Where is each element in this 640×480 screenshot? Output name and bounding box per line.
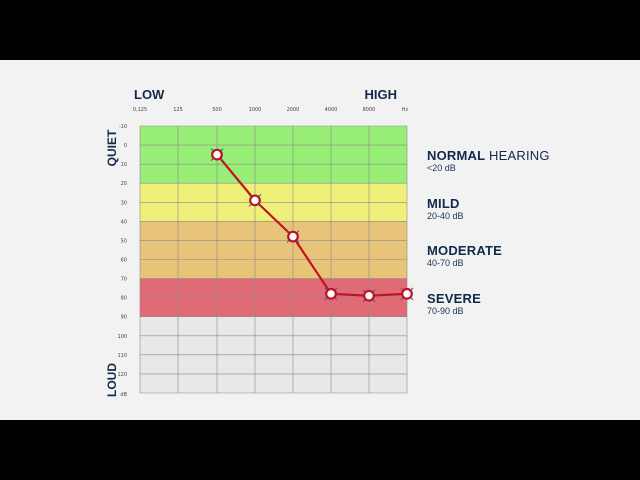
y-tick-label: 120 (117, 372, 127, 378)
y-tick-label: -10 (119, 124, 127, 130)
legend-normal: NORMAL HEARING <20 dB (427, 149, 550, 174)
legend-mild: MILD 20-40 dB (427, 197, 464, 222)
data-point (324, 287, 338, 301)
y-tick-label: 20 (121, 181, 127, 187)
quiet-label: QUIET (105, 129, 119, 166)
y-tick-label: 30 (121, 200, 127, 206)
x-tick-label: 2000 (287, 107, 300, 113)
y-tick-label: 70 (121, 277, 127, 283)
x-unit-label: Hz (402, 107, 409, 113)
data-point (362, 289, 376, 303)
point-marker (401, 287, 413, 300)
high-label: HIGH (365, 87, 398, 102)
legend-moderate-title: MODERATE (427, 243, 503, 258)
x-tick-label: 8000 (363, 107, 376, 113)
y-tick-label: 110 (117, 353, 127, 359)
y-tick-label: 80 (121, 296, 127, 302)
point-marker (287, 230, 299, 243)
y-tick-label: 90 (121, 315, 127, 321)
series-line (216, 153, 408, 297)
low-label: LOW (134, 87, 165, 102)
video-frame: 0,125 125 500 1000 2000 4000 8000 -10 0 10 20 30 40… (0, 60, 640, 420)
y-tick-label: 50 (121, 238, 127, 244)
data-point (400, 287, 414, 301)
point-marker (363, 289, 375, 302)
y-tick-label: 0 (124, 143, 127, 149)
legend-normal-title: NORMAL (427, 148, 486, 163)
data-point (286, 230, 300, 244)
audiogram-chart: 0,125 125 500 1000 2000 4000 8000 -10 0 10 20 30 40… (105, 87, 414, 398)
x-tick-label: 0,125 (133, 107, 147, 113)
x-tick-label: 1000 (249, 107, 262, 113)
legend-normal-range: <20 dB (427, 163, 456, 173)
point-marker (325, 287, 337, 300)
x-tick-label: 4000 (325, 107, 338, 113)
legend-severe-title: SEVERE (427, 291, 481, 306)
x-tick-label: 500 (212, 107, 222, 113)
y-tick-label: 60 (121, 258, 127, 264)
legend-severe: SEVERE 70-90 dB (427, 292, 481, 317)
band-2 (140, 221, 407, 279)
data-point (210, 148, 224, 161)
point-marker (249, 194, 261, 207)
point-marker (211, 148, 223, 161)
y-tick-label: 100 (117, 334, 127, 340)
legend-normal-title-rest: HEARING (485, 148, 550, 163)
y-unit-label: dB (120, 392, 127, 398)
x-tick-label: 125 (173, 107, 183, 113)
legend-moderate: MODERATE 40-70 dB (427, 244, 502, 269)
data-point (248, 193, 262, 207)
y-tick-label: 10 (121, 162, 127, 168)
y-tick-label: 40 (121, 219, 127, 225)
legend-severe-range: 70-90 dB (427, 306, 464, 316)
legend-moderate-range: 40-70 dB (427, 258, 464, 268)
legend-mild-range: 20-40 dB (427, 211, 464, 221)
band-0 (140, 126, 407, 184)
loud-label: LOUD (105, 363, 119, 397)
legend-mild-title: MILD (427, 196, 460, 211)
